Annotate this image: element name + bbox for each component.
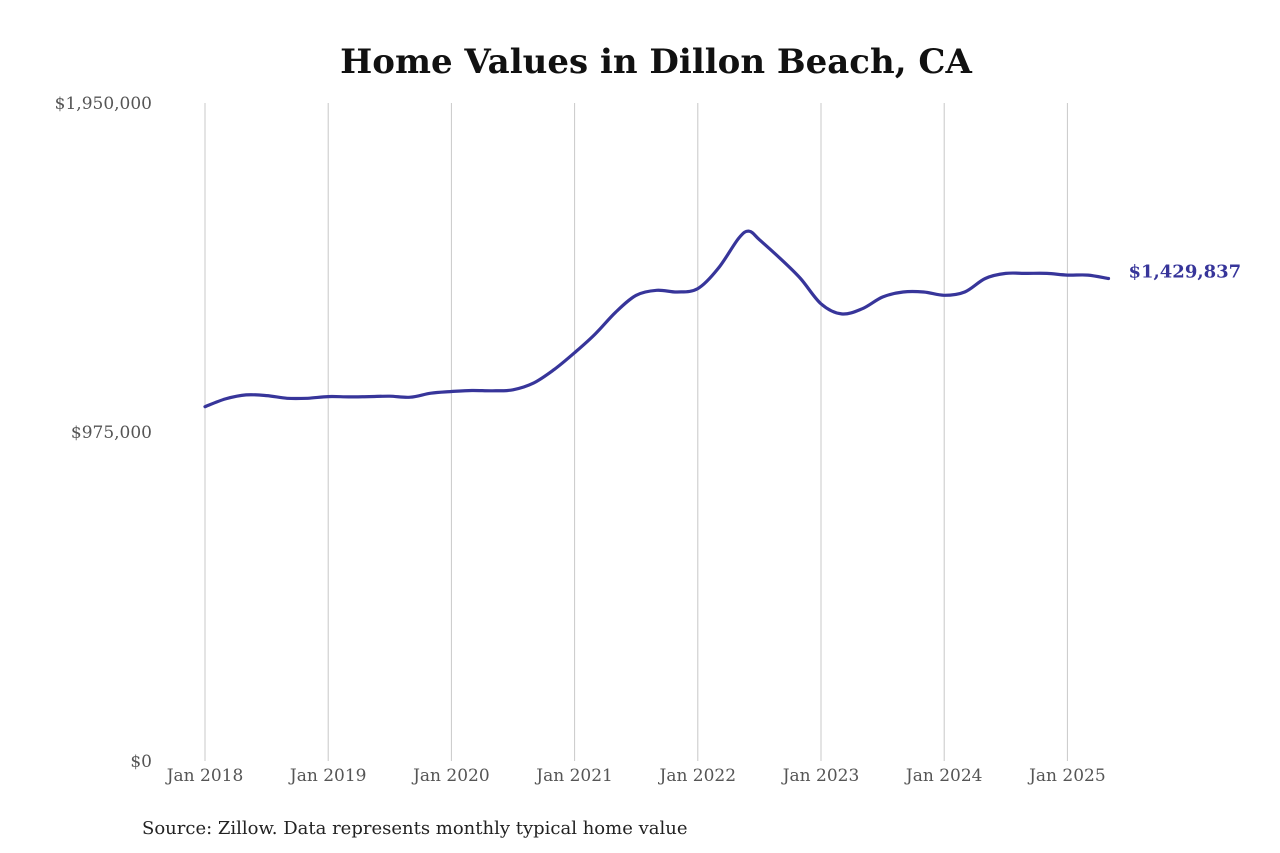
x-tick-label: Jan 2019 (288, 766, 367, 786)
y-tick-label: $1,950,000 (55, 94, 152, 114)
source-note: Source: Zillow. Data represents monthly … (142, 818, 688, 839)
x-tick-label: Jan 2023 (781, 766, 860, 786)
y-tick-label: $0 (130, 752, 152, 772)
vertical-gridlines (204, 103, 1068, 761)
y-tick-label: $975,000 (71, 423, 152, 443)
x-tick-label: Jan 2024 (904, 766, 983, 786)
y-axis: $0 $975,000 $1,950,000 (55, 94, 152, 772)
x-tick-label: Jan 2021 (534, 766, 613, 786)
x-tick-label: Jan 2020 (411, 766, 490, 786)
home-value-line (203, 229, 1111, 409)
chart-title: Home Values in Dillon Beach, CA (340, 42, 972, 82)
x-tick-label: Jan 2022 (658, 766, 737, 786)
x-tick-label: Jan 2018 (165, 766, 244, 786)
x-axis: Jan 2018 Jan 2019 Jan 2020 Jan 2021 Jan 2022… (165, 766, 1106, 786)
x-tick-label: Jan 2025 (1027, 766, 1106, 786)
latest-value-label: $1,429,837 (1128, 262, 1241, 283)
